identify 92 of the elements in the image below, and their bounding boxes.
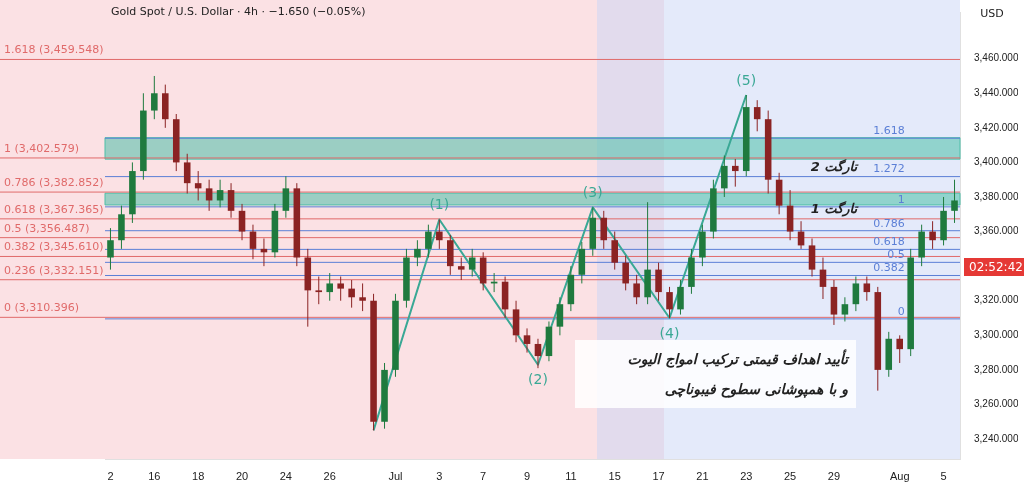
y-tick-label: 3,380.000 [974,190,1019,202]
candlestick [337,276,344,302]
annotation: 0.786 [873,216,905,230]
x-tick-label: 17 [652,470,665,483]
candlestick [414,239,421,267]
x-tick-label: 29 [827,470,841,483]
candlestick [359,282,366,312]
annotation: (4) [659,324,680,341]
candlestick [436,218,443,250]
candlestick [852,276,860,312]
annotation: تأیید اهداف قیمتی ترکیب امواج الیوت و با همپوشانی سطوح فیبوناچی [626,348,848,400]
x-tick-label: 16 [148,470,161,483]
candlestick [468,248,476,278]
candlestick [863,276,871,302]
ref-line-label: 1.618 (3,459.548) [4,43,104,57]
y-tick-label: 3,300.000 [974,329,1019,341]
candlestick [556,296,564,336]
y-tick-label: 3,440.000 [974,87,1019,99]
chart-title: Gold Spot / U.S. Dollar · 4h · −1.650 (−0.05%) [111,4,366,18]
x-tick-label: Aug [889,470,910,483]
candlestick [611,231,618,271]
x-tick-label: 20 [235,470,249,483]
annotation: 0.382 [873,261,905,275]
candlestick [622,255,629,291]
x-tick-label: 24 [279,470,292,483]
ref-line-label: 0.786 (3,382.852) [4,175,104,189]
candlestick [348,279,355,309]
x-tick-label: 21 [696,470,709,483]
candlestick [721,155,728,198]
annotation: 1 [897,192,905,206]
candlestick [205,179,213,212]
ref-line-label: 0.382 (3,345.610) [4,240,104,254]
x-tick-label: 25 [783,470,797,483]
candlestick [425,224,432,259]
candlestick [282,175,290,219]
x-tick-label: 3 [436,470,443,483]
candlestick [841,296,849,322]
candlestick [666,286,673,319]
ref-line-label: 0 (3,310.396) [4,301,80,315]
annotation: 1.272 [873,162,905,176]
x-tick-label: 5 [940,470,947,483]
annotation: (2) [528,371,548,388]
candlestick [633,274,640,305]
note-box: تأیید اهداف قیمتی ترکیب امواج الیوت و با همپوشانی سطوح فیبوناچی [575,340,856,408]
candlestick [227,182,235,219]
y-tick-label: 3,240.000 [974,432,1019,444]
ref-line-label: 0.5 (3,356.487) [4,221,90,235]
candlestick [523,327,531,354]
candlestick [107,227,114,271]
annotation: 0 [897,304,905,318]
candlestick [183,153,191,195]
annotation: (1) [429,196,450,213]
y-axis-title: USD [980,6,1004,20]
x-tick-label: 11 [565,470,577,483]
candlestick [732,158,739,188]
x-tick-label: 7 [480,470,487,483]
x-tick-label: 15 [608,470,621,483]
ref-line-label: 1 (3,402.579) [4,141,80,155]
candlestick [677,279,684,316]
annotation: 1.618 [873,124,905,138]
candlestick [929,220,936,250]
candlestick [151,75,158,120]
y-tick-label: 3,260.000 [974,398,1019,410]
x-tick-label: 2 [107,470,114,483]
candlestick [534,338,542,369]
candlestick [600,210,608,250]
candlestick [326,272,333,302]
ref-line-label: 0.236 (3,332.151) [4,263,104,277]
candlestick [238,203,246,241]
x-tick-label: 26 [323,470,336,483]
ref-line-label: 0.618 (3,367.365) [4,202,104,216]
y-tick-label: 3,280.000 [974,363,1019,375]
candlestick [896,334,903,364]
candlestick [457,257,465,281]
annotation: تارگت 1 [810,200,860,218]
x-tick-label: 18 [192,470,205,483]
x-tick-label: 23 [740,470,753,483]
annotation: (5) [736,71,757,88]
annotation: تارگت 2 [810,157,860,175]
y-tick-label: 3,320.000 [974,294,1019,306]
candlestick [753,99,761,132]
x-tick-label: Jul [388,470,403,483]
y-tick-label: 3,400.000 [974,156,1019,168]
candlestick [655,262,662,302]
y-tick-label: 3,360.000 [974,225,1019,237]
candlestick [315,276,323,305]
annotation: 0.618 [873,235,905,249]
y-tick-label: 3,420.000 [974,121,1019,133]
x-tick-label: 9 [523,470,531,483]
y-tick-label: 3,460.000 [974,52,1019,64]
candlestick [951,179,958,224]
text: 02:52:42 [964,258,1024,276]
